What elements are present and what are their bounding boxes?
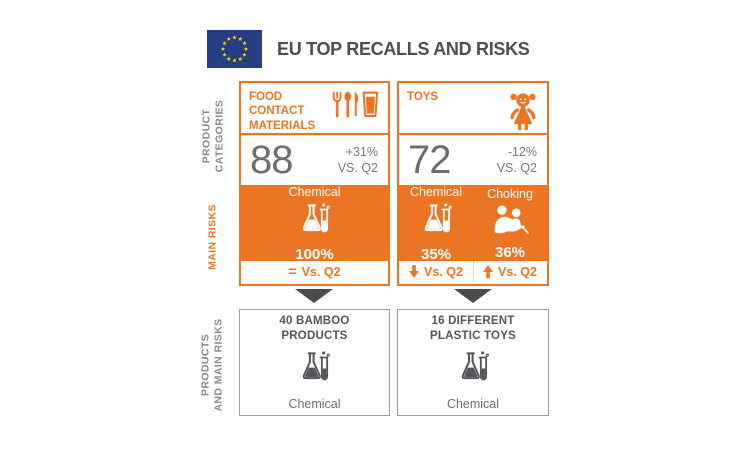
main-risks-block: Chemical 35%: [399, 185, 547, 263]
risk-percent: 35%: [420, 245, 452, 263]
risk-name: Chemical: [409, 185, 463, 200]
category-card-food-contact-materials: FOOD CONTACT MATERIALS 88: [239, 81, 390, 286]
trend-cell-choking: Vs. Q2: [473, 261, 547, 282]
product-risk: Chemical: [446, 396, 500, 411]
arrow-up-icon: [483, 265, 494, 278]
flask-icon: [457, 350, 490, 392]
recall-change: +31% VS. Q2: [338, 144, 378, 177]
eu-flag: [207, 30, 262, 68]
recall-count: 72: [408, 138, 451, 182]
doll-icon: [507, 90, 539, 137]
risk-column-choking: Choking 36%: [473, 185, 547, 261]
card-header: TOYS: [399, 83, 547, 135]
cutlery-icon: [328, 90, 380, 124]
triangle-down-icon: [454, 289, 492, 303]
change-vs-label: VS. Q2: [337, 161, 378, 175]
side-label-main-risks: MAIN RISKS: [206, 204, 219, 270]
product-title: 40 BAMBOO PRODUCTS: [279, 315, 350, 342]
risk-column-chemical: Chemical 35%: [399, 185, 473, 263]
product-box-bamboo: 40 BAMBOO PRODUCTS Chemical: [239, 309, 390, 416]
category-title: FOOD CONTACT MATERIALS: [249, 91, 316, 132]
recall-change: -12% VS. Q2: [497, 144, 537, 177]
product-risk: Chemical: [288, 396, 341, 411]
flask-icon: [420, 202, 453, 244]
trend-strip: = Vs. Q2: [241, 261, 388, 282]
flask-icon: [298, 350, 331, 392]
recall-count-row: 72 -12% VS. Q2: [399, 135, 547, 185]
trend-label: Vs. Q2: [424, 264, 463, 279]
recall-count-row: 88 +31% VS. Q2: [241, 135, 388, 185]
risk-column: Chemical 100%: [241, 185, 388, 263]
change-vs-label: VS. Q2: [496, 161, 537, 175]
category-card-toys: TOYS 72 -12%: [397, 81, 549, 286]
risk-name: Chemical: [288, 185, 341, 200]
side-label-products-and-main-risks: PRODUCTS AND MAIN RISKS: [199, 318, 224, 412]
trend-label: Vs. Q2: [498, 264, 537, 279]
category-title: TOYS: [407, 91, 439, 103]
trend-strip: Vs. Q2 Vs. Q2: [399, 261, 547, 282]
flask-icon: [298, 202, 331, 244]
risk-percent: 36%: [494, 244, 526, 262]
trend-cell: = Vs. Q2: [241, 261, 388, 282]
choking-icon: [490, 203, 530, 242]
risk-name: Choking: [487, 186, 533, 201]
page-title: EU TOP RECALLS AND RISKS: [277, 38, 530, 59]
triangle-down-icon: [295, 289, 333, 303]
card-header: FOOD CONTACT MATERIALS: [241, 83, 388, 135]
trend-strip-divider: [473, 261, 474, 282]
side-label-product-categories: PRODUCT CATEGORIES: [200, 99, 225, 173]
eu-flag-graphic: [207, 30, 262, 68]
recall-count: 88: [250, 138, 293, 182]
trend-label: Vs. Q2: [301, 264, 341, 279]
trend-equal-icon: =: [288, 262, 297, 279]
risk-percent: 100%: [295, 245, 334, 263]
change-percent: -12%: [507, 144, 537, 159]
trend-cell-chemical: Vs. Q2: [399, 261, 473, 282]
arrow-down-icon: [409, 265, 420, 278]
product-title: 16 DIFFERENT PLASTIC TOYS: [430, 315, 516, 342]
change-percent: +31%: [345, 144, 378, 159]
product-box-plastic-toys: 16 DIFFERENT PLASTIC TOYS Chemical: [397, 309, 549, 416]
main-risks-block: Chemical 100%: [241, 185, 388, 263]
